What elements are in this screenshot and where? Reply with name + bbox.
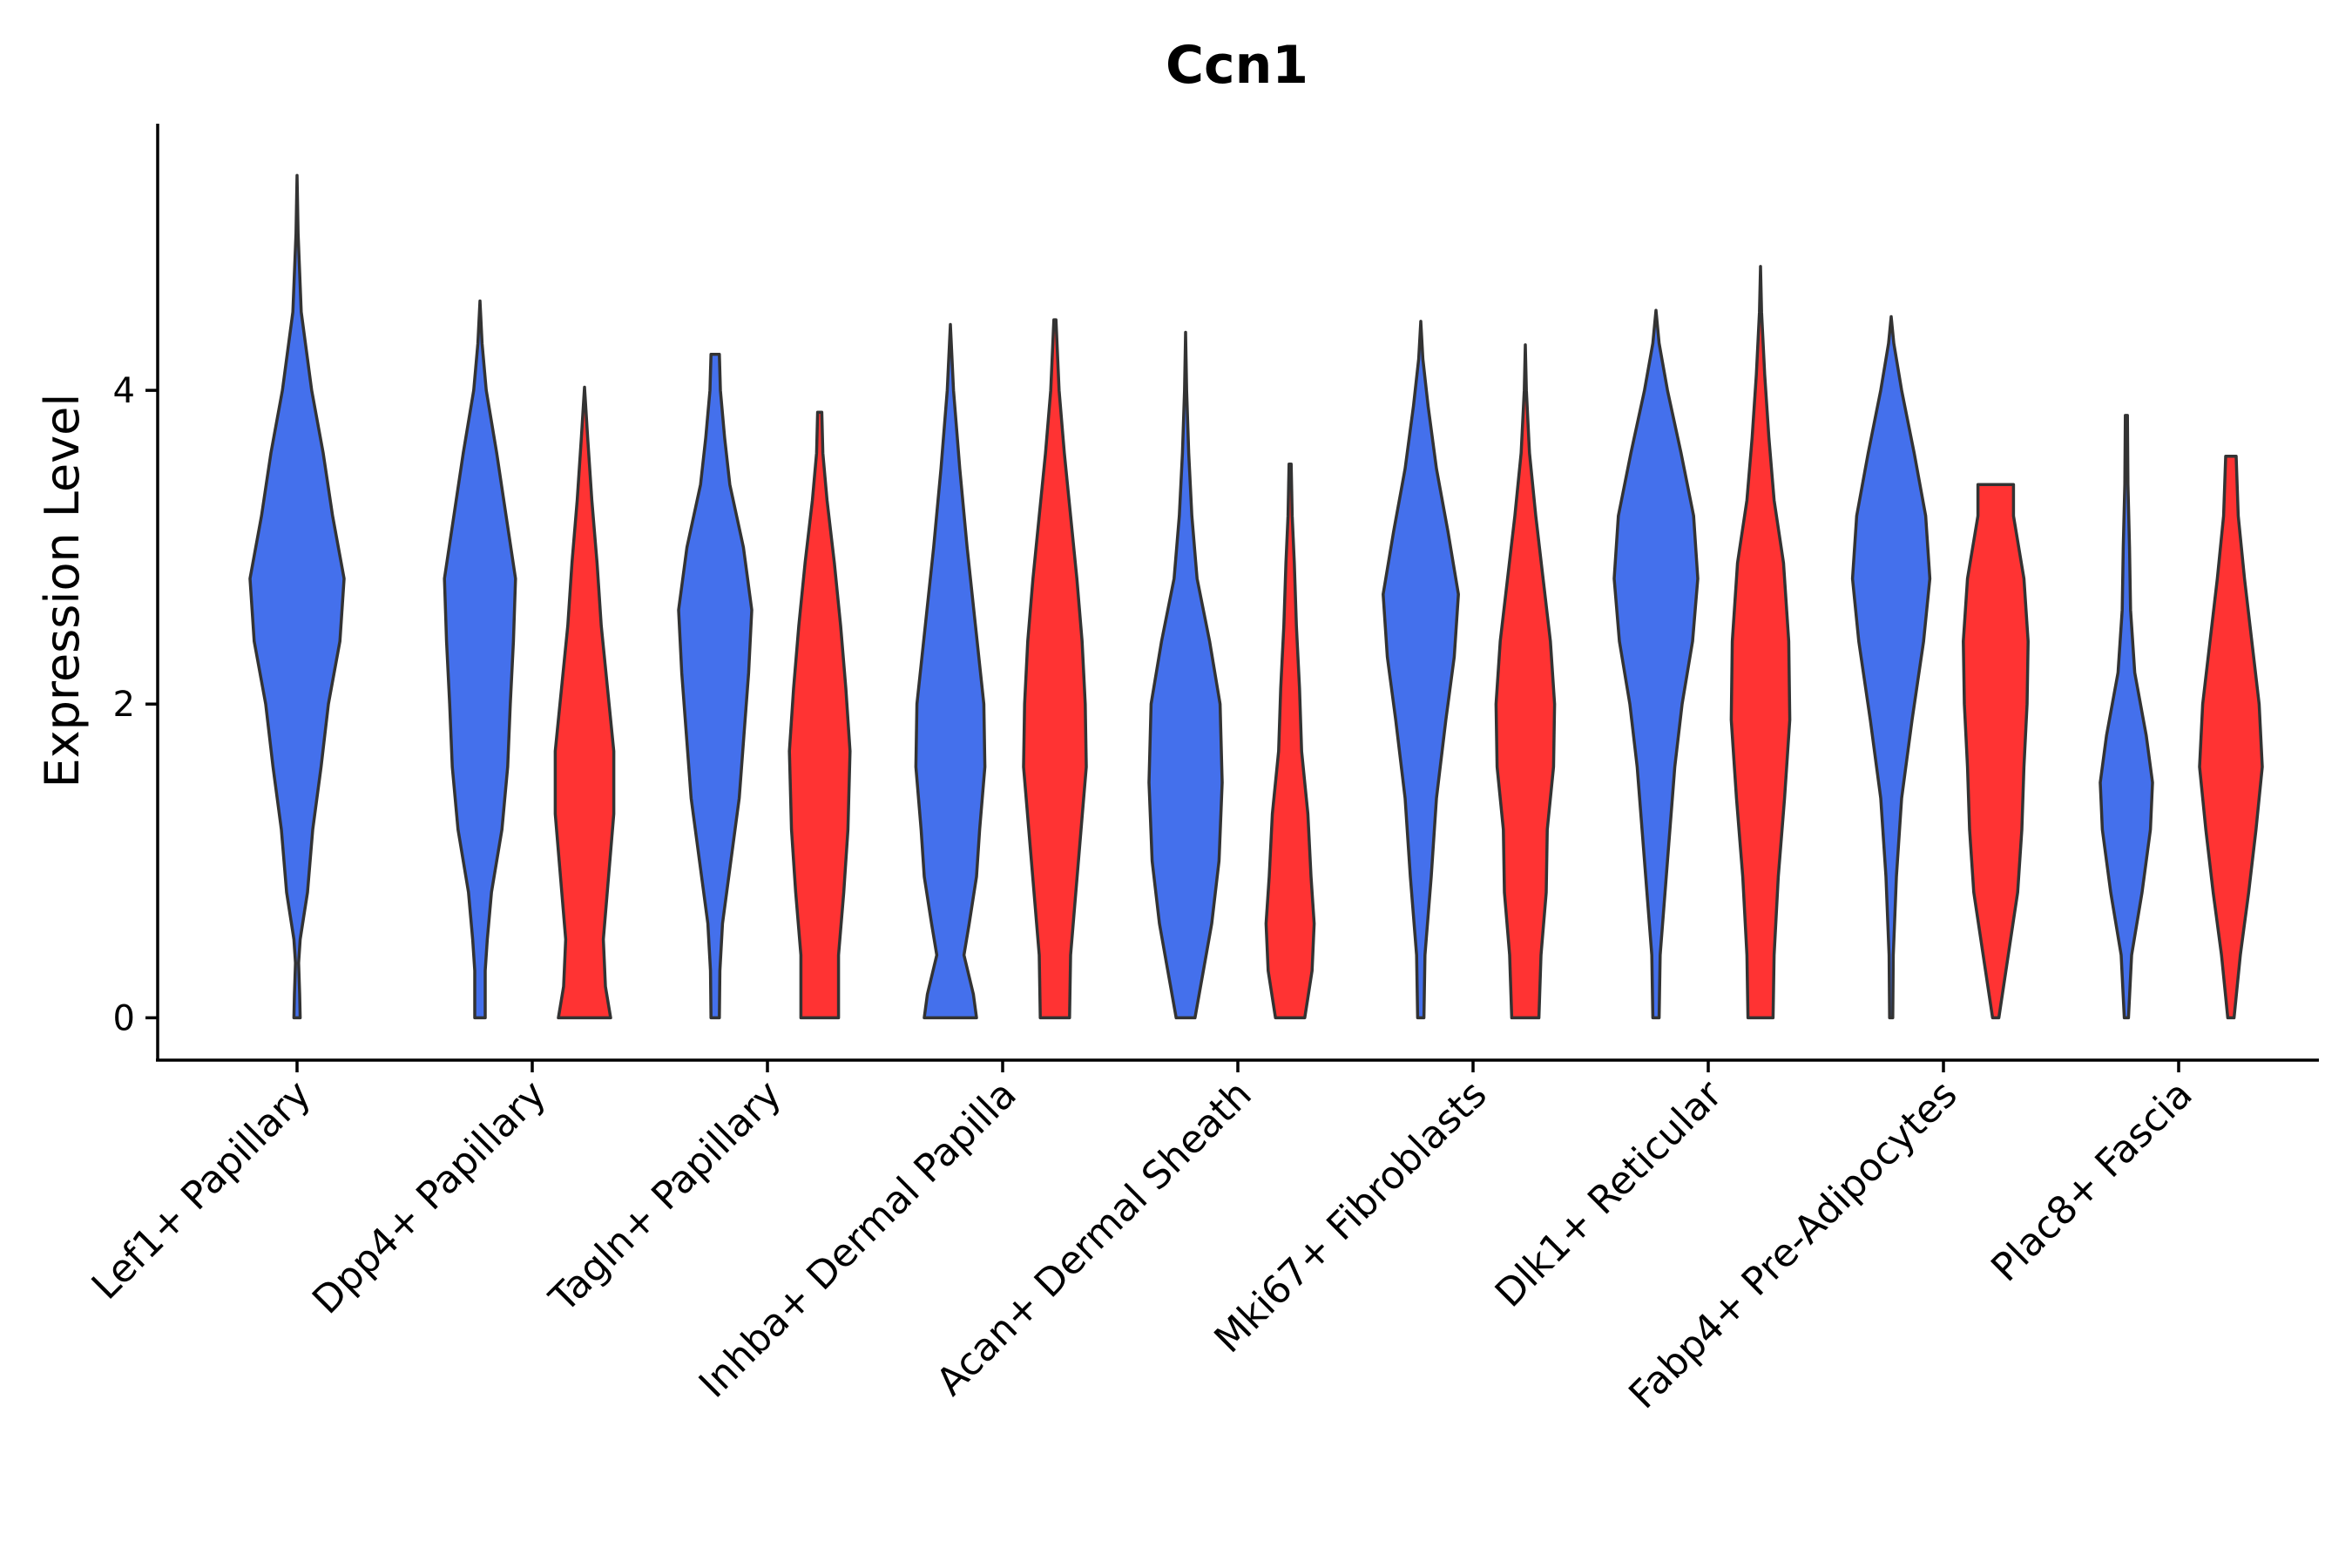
violin-group1-mki67-fibroblasts xyxy=(1382,320,1460,1020)
violin-group1-fabp4-pre-adipocytes xyxy=(1850,314,1932,1020)
x-tick-label: Dpp4+ Papillary xyxy=(304,1072,555,1323)
x-tick-label: Plac8+ Fascia xyxy=(1983,1072,2201,1291)
violin-group1-lef1-papillary xyxy=(248,173,346,1020)
y-ticks: 0 2 4 xyxy=(113,371,158,1038)
y-tick-label-0: 0 xyxy=(113,998,135,1038)
violin-group1-inhba-dermal-papilla xyxy=(914,322,987,1020)
chart-title: Ccn1 xyxy=(1166,35,1308,96)
x-tick-label: Dlk1+ Reticular xyxy=(1487,1071,1732,1316)
violin-group2-mki67-fibroblasts xyxy=(1494,343,1557,1020)
violin-group2-dpp4-papillary xyxy=(553,385,616,1020)
violin-group2-plac8-fascia xyxy=(2198,454,2264,1020)
violins-layer xyxy=(248,173,2264,1020)
violin-group2-dlk1-reticular xyxy=(1729,265,1792,1020)
violin-group1-acan-dermal-sheath xyxy=(1147,330,1224,1020)
y-axis-label: Expression Level xyxy=(35,394,90,788)
violin-group1-tagln-papillary xyxy=(677,352,754,1020)
x-tick-label: Tagln+ Papillary xyxy=(541,1072,790,1321)
x-tick-label: Lef1+ Papillary xyxy=(84,1072,320,1308)
violin-group1-plac8-fascia xyxy=(2099,414,2154,1020)
violin-group2-inhba-dermal-papilla xyxy=(1022,318,1088,1020)
violin-group2-tagln-papillary xyxy=(787,410,852,1020)
x-tick-label: Mki67+ Fibroblasts xyxy=(1206,1072,1495,1362)
y-tick-label-2: 2 xyxy=(113,685,135,725)
violin-group1-dpp4-papillary xyxy=(443,299,517,1020)
violin-group2-fabp4-pre-adipocytes xyxy=(1962,483,2030,1020)
violin-group2-acan-dermal-sheath xyxy=(1264,462,1316,1020)
y-tick-label-4: 4 xyxy=(113,371,135,411)
violin-group1-dlk1-reticular xyxy=(1612,308,1700,1020)
